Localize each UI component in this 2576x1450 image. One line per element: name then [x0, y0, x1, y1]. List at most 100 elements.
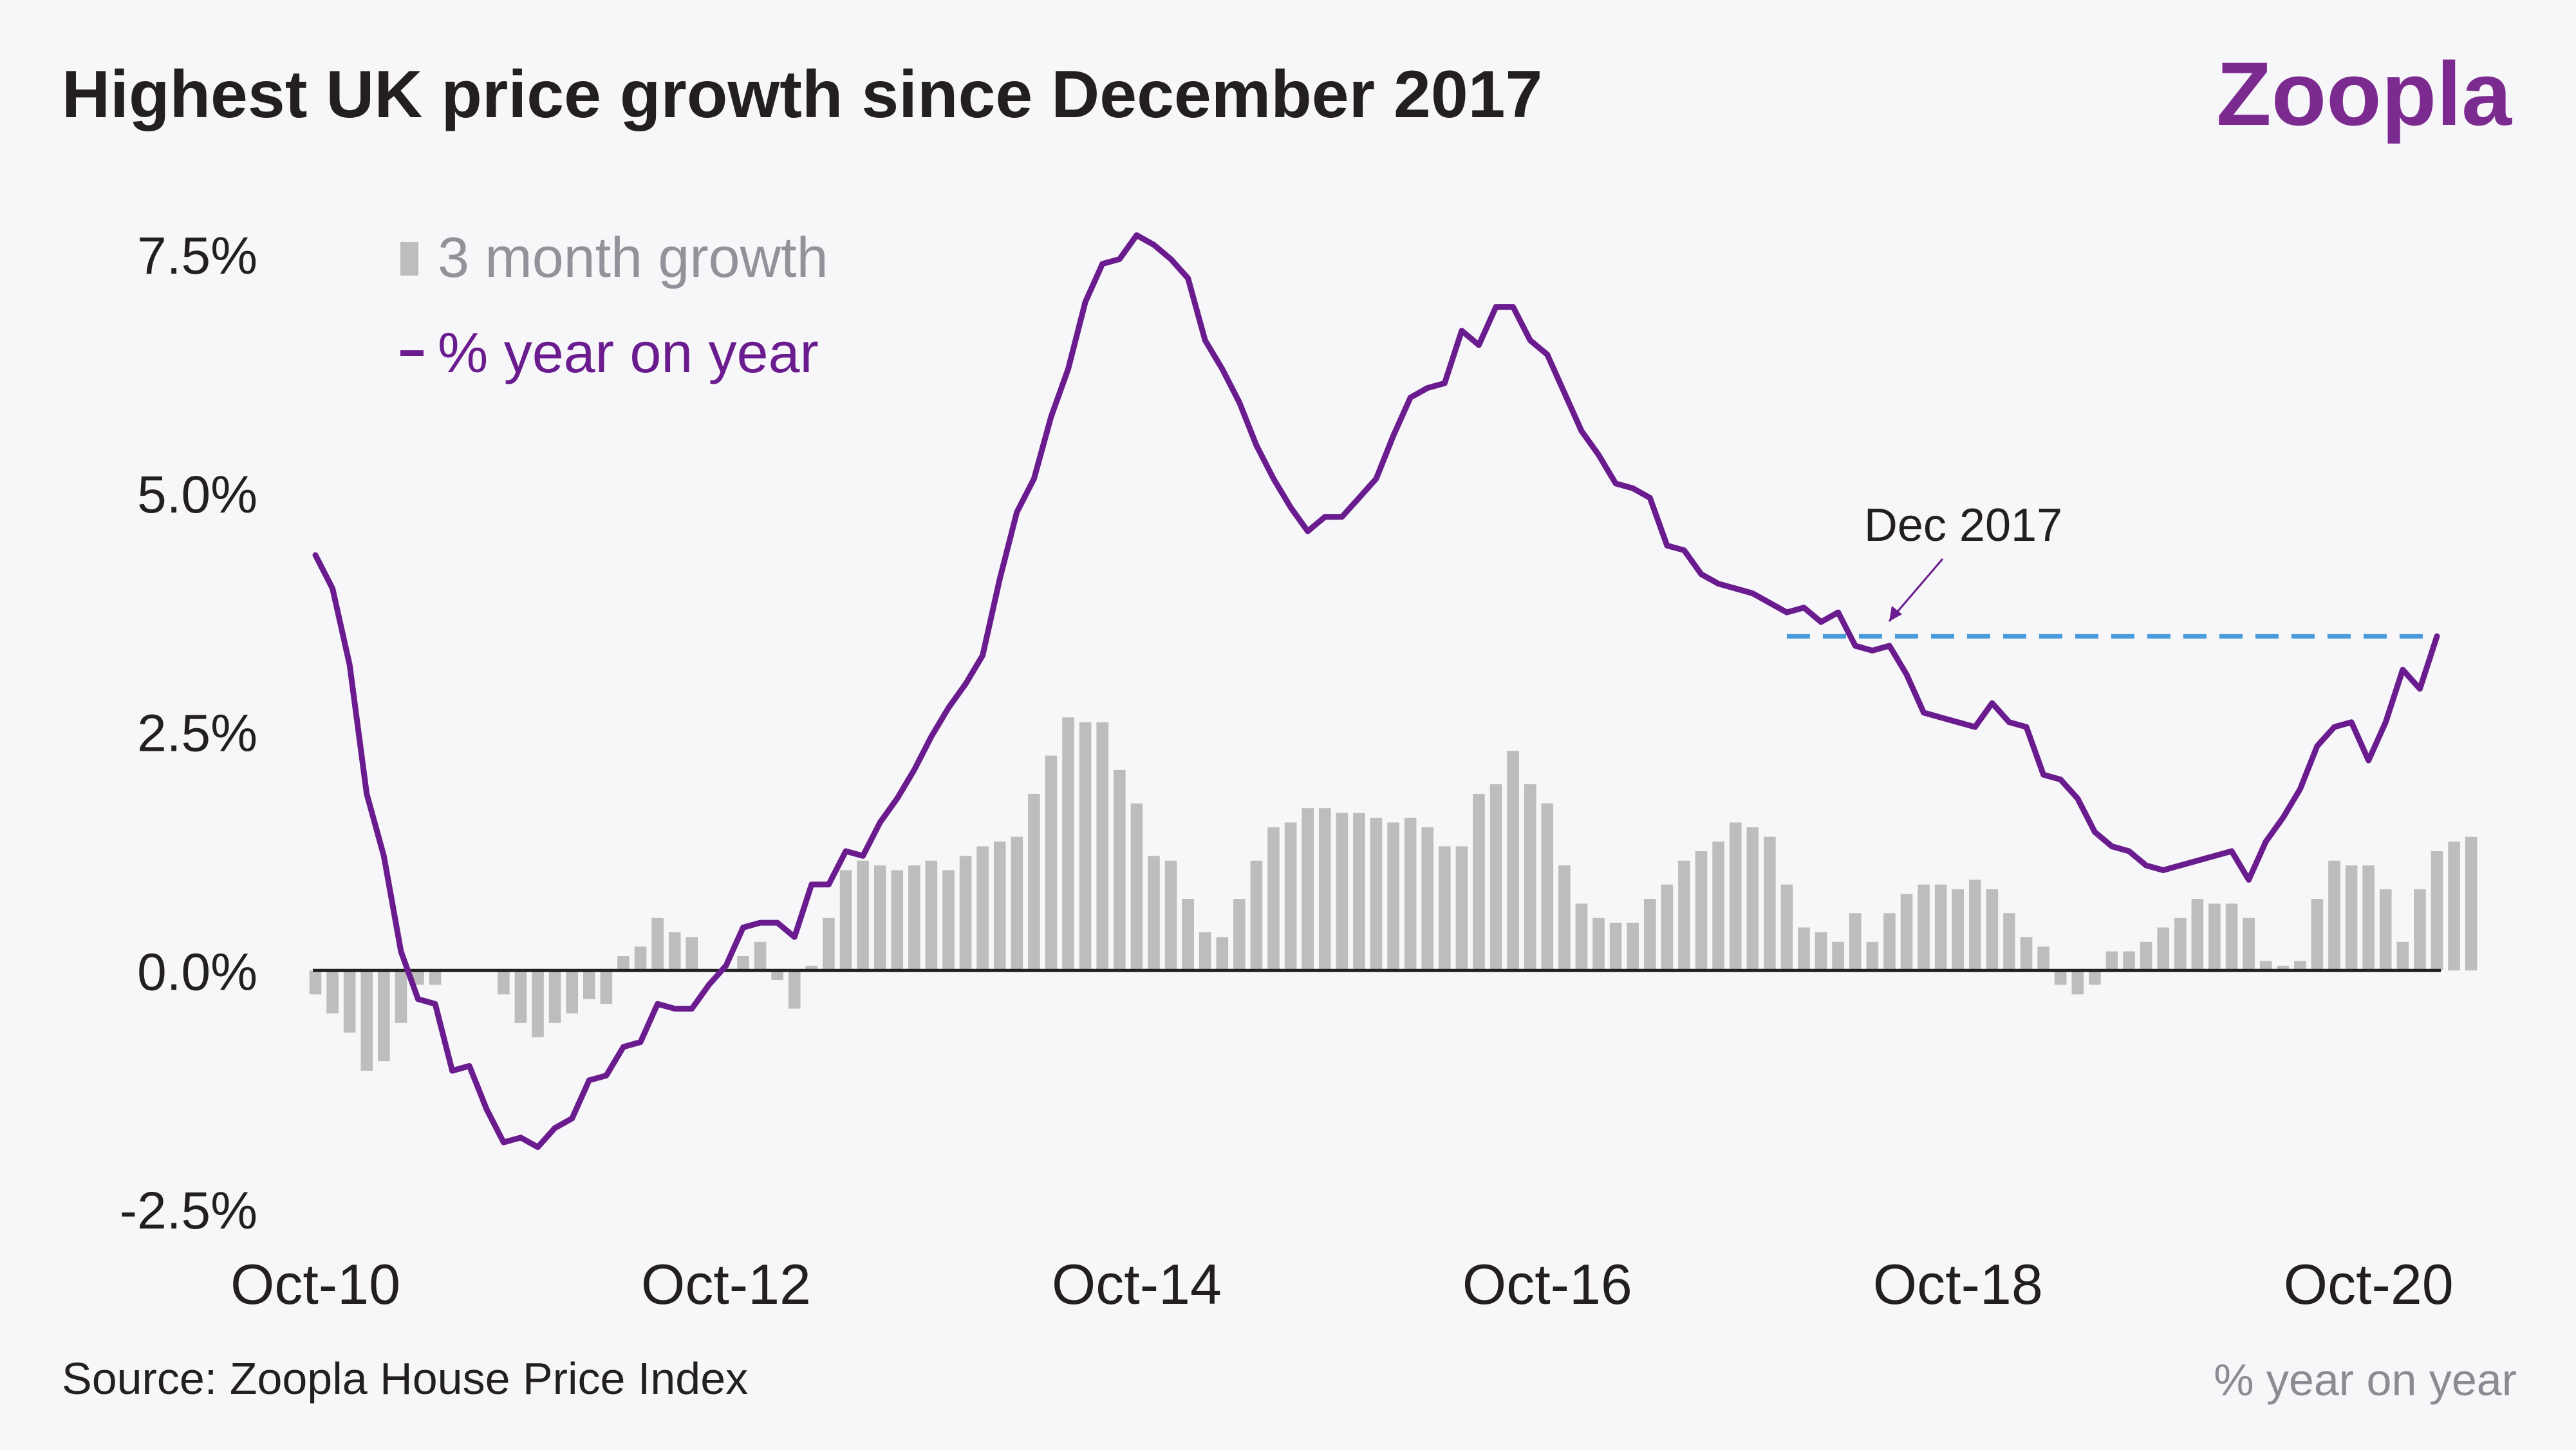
bar-66 [1439, 846, 1451, 971]
bar-94 [1918, 884, 1930, 971]
bar-77 [1627, 923, 1639, 971]
bar-79 [1661, 884, 1674, 971]
bar-107 [2140, 941, 2152, 971]
bar-86 [1780, 884, 1793, 971]
bar-81 [1695, 851, 1708, 971]
bar-13 [532, 970, 544, 1038]
bar-87 [1798, 927, 1810, 971]
bar-54 [1233, 899, 1246, 971]
bar-70 [1507, 751, 1519, 971]
bar-16 [583, 970, 595, 999]
bar-100 [2020, 937, 2033, 971]
bar-43 [1045, 755, 1058, 971]
x-tick-oct-18: Oct-18 [1873, 1252, 2043, 1316]
bar-99 [2003, 913, 2015, 971]
bar-75 [1592, 918, 1605, 971]
bar-2 [343, 970, 356, 1033]
bar-27 [771, 970, 783, 981]
bar-17 [600, 970, 613, 1004]
bar-45 [1079, 722, 1092, 971]
bar-117 [2311, 899, 2324, 971]
bar-110 [2191, 899, 2204, 971]
bar-series-3-month-growth [309, 717, 2478, 1071]
x-axis-ticks: Oct-10 Oct-12 Oct-14 Oct-16 Oct-18 Oct-2… [230, 1252, 2454, 1316]
bar-121 [2379, 889, 2392, 971]
bar-14 [548, 970, 561, 1023]
bar-53 [1216, 937, 1229, 971]
bar-76 [1609, 923, 1622, 971]
x-tick-oct-10: Oct-10 [230, 1252, 400, 1316]
x-tick-oct-12: Oct-12 [641, 1252, 811, 1316]
bar-93 [1900, 894, 1913, 971]
bar-19 [634, 946, 647, 971]
bar-0 [309, 970, 322, 995]
bar-63 [1387, 822, 1399, 971]
bar-101 [2037, 946, 2049, 971]
bar-98 [1986, 889, 1999, 971]
bar-113 [2243, 918, 2255, 971]
legend-label-year-on-year: % year on year [438, 321, 819, 384]
y-tick-7-5: 7.5% [137, 227, 257, 285]
bar-95 [1934, 884, 1947, 971]
bar-64 [1404, 817, 1417, 971]
bar-105 [2105, 951, 2118, 971]
legend-line-swatch [400, 350, 424, 356]
y-tick-5-0: 5.0% [137, 466, 257, 524]
bar-59 [1318, 808, 1331, 971]
bar-12 [514, 970, 527, 1023]
y-tick-neg-2-5: -2.5% [120, 1182, 257, 1240]
bar-124 [2431, 851, 2443, 971]
bar-6 [412, 970, 424, 985]
bar-35 [908, 865, 920, 971]
bar-114 [2259, 961, 2272, 971]
bar-60 [1336, 813, 1349, 971]
chart-title: Highest UK price growth since December 2… [62, 57, 1542, 132]
bar-40 [993, 842, 1006, 971]
bar-28 [788, 970, 801, 1009]
bar-52 [1199, 932, 1211, 971]
bar-1 [326, 970, 339, 1013]
bar-103 [2071, 970, 2084, 995]
bar-7 [429, 970, 442, 985]
bar-122 [2396, 941, 2409, 971]
bar-37 [942, 870, 955, 971]
x-tick-oct-20: Oct-20 [2284, 1252, 2454, 1316]
bar-47 [1113, 769, 1126, 971]
bar-21 [668, 932, 681, 971]
bar-108 [2157, 927, 2170, 971]
bar-65 [1421, 827, 1434, 971]
bar-20 [651, 918, 664, 971]
bar-30 [823, 918, 835, 971]
bar-97 [1969, 880, 1981, 971]
bar-109 [2174, 918, 2187, 971]
bar-120 [2362, 865, 2375, 971]
legend: 3 month growth % year on year [400, 225, 828, 384]
bar-111 [2208, 903, 2221, 971]
bar-4 [378, 970, 390, 1062]
bar-55 [1250, 860, 1263, 971]
bar-69 [1489, 784, 1502, 971]
bar-92 [1883, 913, 1896, 971]
bar-11 [498, 970, 510, 995]
bar-88 [1815, 932, 1827, 971]
bar-36 [925, 860, 938, 971]
bar-32 [857, 860, 869, 971]
x-tick-oct-16: Oct-16 [1462, 1252, 1632, 1316]
bar-106 [2123, 951, 2135, 971]
bar-68 [1473, 793, 1485, 971]
annotation-arrow-head [1889, 606, 1902, 621]
legend-bar-swatch [400, 242, 418, 276]
legend-label-3-month-growth: 3 month growth [438, 225, 828, 289]
y-axis-ticks: 7.5% 5.0% 2.5% 0.0% -2.5% [120, 227, 257, 1240]
bar-44 [1062, 717, 1074, 971]
bar-123 [2414, 889, 2426, 971]
bar-126 [2465, 836, 2478, 971]
bar-83 [1729, 822, 1742, 971]
bar-38 [959, 856, 972, 971]
bar-51 [1182, 899, 1194, 971]
bar-71 [1524, 784, 1536, 971]
bar-18 [617, 956, 630, 971]
zoopla-logo: Zoopla [2216, 43, 2512, 144]
dec-2017-annotation: Dec 2017 [1864, 500, 2062, 622]
